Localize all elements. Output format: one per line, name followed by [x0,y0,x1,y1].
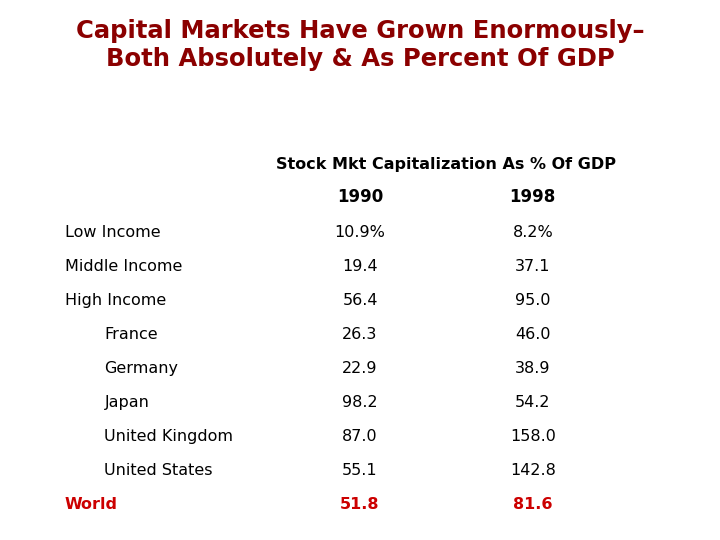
Text: United States: United States [104,463,213,478]
Text: 87.0: 87.0 [342,429,378,444]
Text: 95.0: 95.0 [515,293,551,308]
Text: 8.2%: 8.2% [513,225,553,240]
Text: 142.8: 142.8 [510,463,556,478]
Text: World: World [65,497,118,512]
Text: France: France [104,327,158,342]
Text: Middle Income: Middle Income [65,259,182,274]
Text: 55.1: 55.1 [342,463,378,478]
Text: 19.4: 19.4 [342,259,378,274]
Text: 37.1: 37.1 [515,259,551,274]
Text: 98.2: 98.2 [342,395,378,410]
Text: 1998: 1998 [510,188,556,206]
Text: 26.3: 26.3 [342,327,378,342]
Text: 22.9: 22.9 [342,361,378,376]
Text: 51.8: 51.8 [341,497,379,512]
Text: High Income: High Income [65,293,166,308]
Text: United Kingdom: United Kingdom [104,429,233,444]
Text: Capital Markets Have Grown Enormously–
Both Absolutely & As Percent Of GDP: Capital Markets Have Grown Enormously– B… [76,19,644,71]
Text: 54.2: 54.2 [515,395,551,410]
Text: Germany: Germany [104,361,179,376]
Text: 10.9%: 10.9% [335,225,385,240]
Text: 81.6: 81.6 [513,497,552,512]
Text: 56.4: 56.4 [342,293,378,308]
Text: Stock Mkt Capitalization As % Of GDP: Stock Mkt Capitalization As % Of GDP [276,157,616,172]
Text: 1990: 1990 [337,188,383,206]
Text: 158.0: 158.0 [510,429,556,444]
Text: Japan: Japan [104,395,149,410]
Text: Low Income: Low Income [65,225,161,240]
Text: 38.9: 38.9 [515,361,551,376]
Text: 46.0: 46.0 [515,327,551,342]
